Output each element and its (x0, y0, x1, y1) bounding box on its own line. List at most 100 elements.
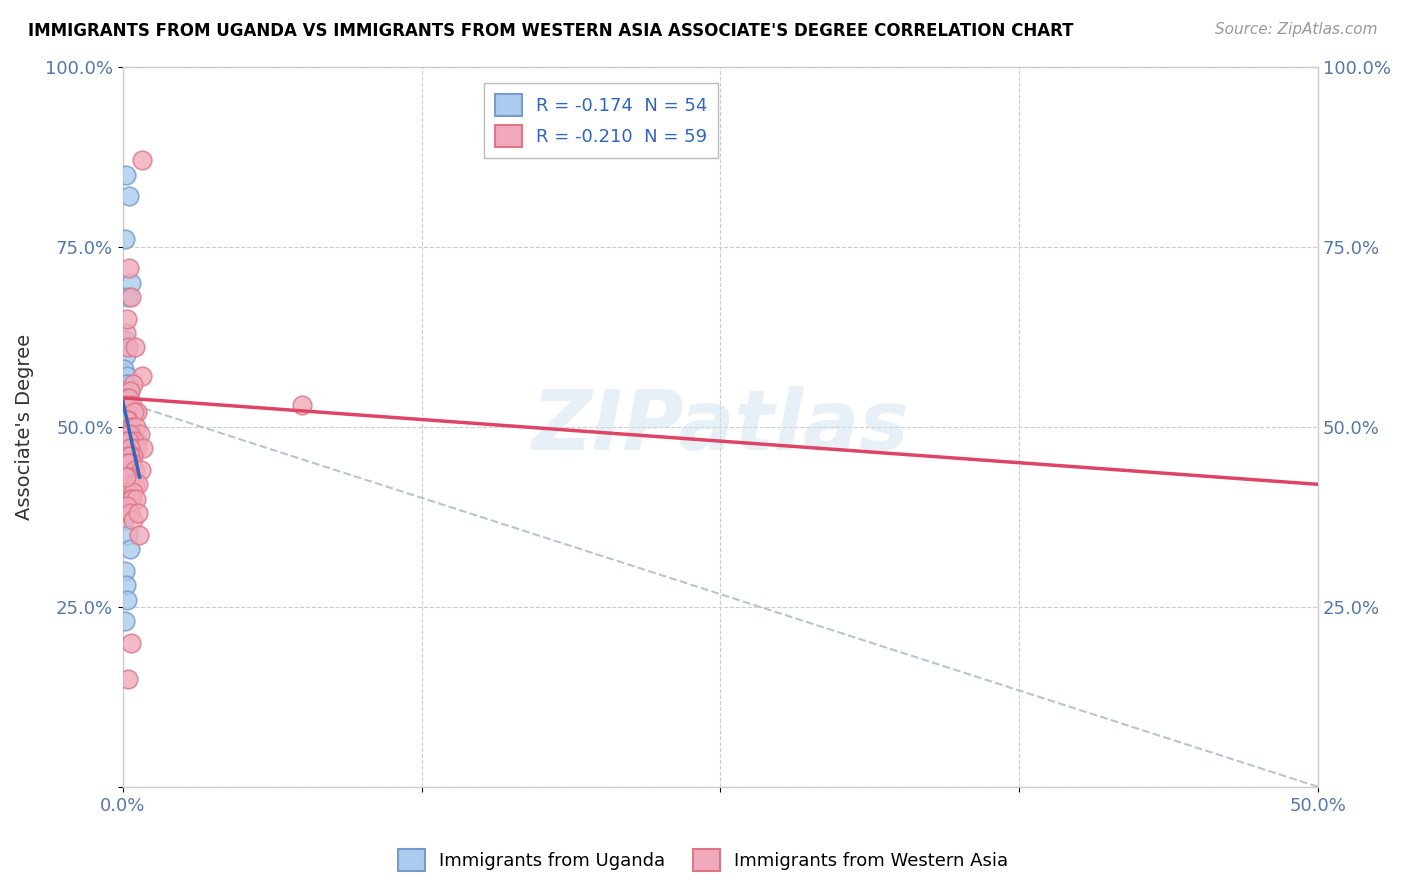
Point (114, 391, 136, 405)
Point (124, 405, 146, 419)
Point (115, 398, 138, 412)
Point (117, 290, 139, 304)
Point (114, 405, 136, 419)
Point (117, 672, 139, 686)
Point (127, 434, 149, 449)
Point (112, 513, 135, 527)
Point (120, 477, 142, 491)
Point (112, 412, 135, 426)
Point (128, 528, 150, 542)
Point (114, 232, 136, 246)
Point (122, 449, 145, 463)
Point (121, 419, 143, 434)
Point (115, 506, 138, 520)
Point (117, 341, 139, 355)
Point (115, 449, 138, 463)
Point (117, 470, 139, 484)
Point (117, 449, 139, 463)
Point (114, 398, 136, 412)
Point (114, 426, 136, 441)
Point (115, 449, 138, 463)
Point (120, 426, 142, 441)
Point (125, 491, 148, 506)
Point (115, 578, 138, 592)
Point (131, 369, 153, 384)
Point (114, 463, 136, 477)
Point (114, 398, 136, 412)
Point (125, 442, 148, 456)
Legend: R = -0.174  N = 54, R = -0.210  N = 59: R = -0.174 N = 54, R = -0.210 N = 59 (484, 83, 718, 158)
Point (115, 391, 138, 405)
Point (114, 564, 136, 578)
Point (124, 477, 146, 491)
Point (117, 376, 139, 391)
Point (120, 442, 142, 456)
Point (118, 434, 141, 449)
Text: Source: ZipAtlas.com: Source: ZipAtlas.com (1215, 22, 1378, 37)
Point (115, 412, 138, 426)
Point (114, 434, 136, 449)
Point (118, 491, 141, 506)
Point (117, 426, 139, 441)
Y-axis label: Associate's Degree: Associate's Degree (15, 334, 34, 520)
Point (127, 506, 149, 520)
Point (117, 528, 139, 542)
Point (114, 348, 136, 362)
Legend: Immigrants from Uganda, Immigrants from Western Asia: Immigrants from Uganda, Immigrants from … (391, 842, 1015, 879)
Point (115, 376, 138, 391)
Point (124, 341, 146, 355)
Point (128, 426, 150, 441)
Point (132, 442, 155, 456)
Point (117, 311, 139, 326)
Point (122, 434, 145, 449)
Point (118, 261, 141, 276)
Point (115, 470, 138, 484)
Point (115, 456, 138, 470)
Point (114, 419, 136, 434)
Point (121, 491, 143, 506)
Point (127, 405, 149, 419)
Point (114, 419, 136, 434)
Point (115, 412, 138, 426)
Point (114, 384, 136, 398)
Point (124, 463, 146, 477)
Point (117, 426, 139, 441)
Point (117, 412, 139, 426)
Point (117, 592, 139, 607)
Point (114, 391, 136, 405)
Point (117, 405, 139, 419)
Point (118, 506, 141, 520)
Point (115, 326, 138, 340)
Point (117, 484, 139, 499)
Point (114, 456, 136, 470)
Point (115, 456, 138, 470)
Text: IMMIGRANTS FROM UGANDA VS IMMIGRANTS FROM WESTERN ASIA ASSOCIATE'S DEGREE CORREL: IMMIGRANTS FROM UGANDA VS IMMIGRANTS FRO… (28, 22, 1074, 40)
Point (114, 470, 136, 484)
Point (115, 419, 138, 434)
Point (114, 333, 136, 347)
Point (118, 542, 141, 557)
Point (125, 419, 148, 434)
Point (127, 477, 149, 491)
Point (112, 491, 135, 506)
Point (120, 449, 142, 463)
Point (115, 369, 138, 384)
Point (117, 434, 139, 449)
Point (114, 484, 136, 499)
Text: ZIPatlas: ZIPatlas (531, 386, 910, 467)
Point (122, 513, 145, 527)
Point (115, 398, 138, 412)
Point (120, 470, 142, 484)
Point (112, 362, 135, 376)
Point (117, 477, 139, 491)
Point (118, 391, 141, 405)
Point (114, 614, 136, 628)
Point (120, 636, 142, 650)
Point (118, 384, 141, 398)
Point (118, 442, 141, 456)
Point (122, 484, 145, 499)
Point (131, 153, 153, 168)
Point (117, 499, 139, 513)
Point (114, 442, 136, 456)
Point (120, 290, 142, 304)
